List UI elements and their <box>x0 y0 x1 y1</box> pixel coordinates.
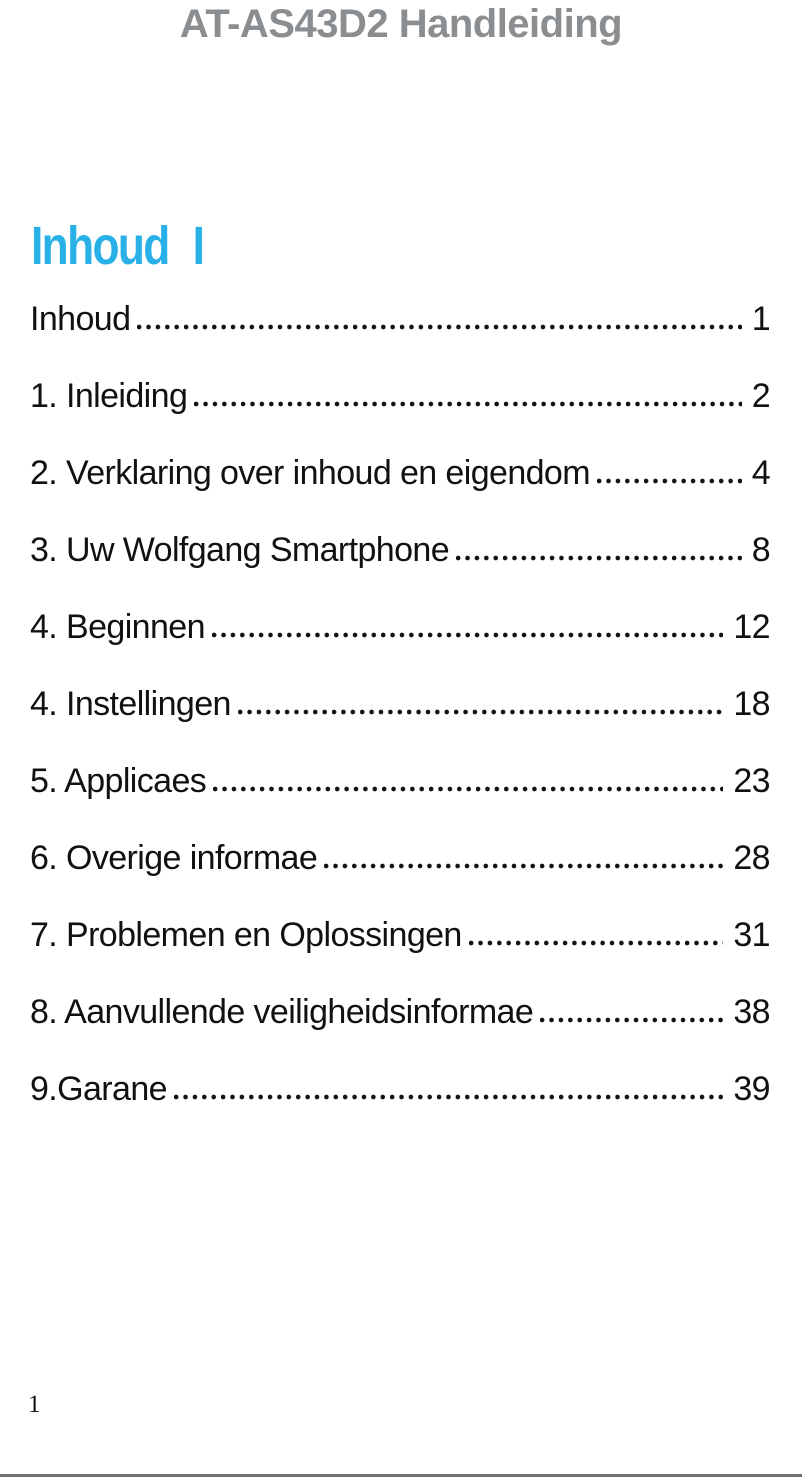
toc-entry-label: 4. Instellingen <box>30 685 231 723</box>
toc-entry-label: 7. Problemen en Oplossingen <box>30 916 462 954</box>
toc-entry-page: 2 <box>751 377 771 415</box>
toc-leader-dots <box>213 786 724 792</box>
toc-entry[interactable]: Inhoud 1 <box>30 281 771 358</box>
toc-leader-dots <box>456 555 742 561</box>
page-bottom-rule <box>0 1474 802 1477</box>
document-header-title: AT-AS43D2 Handleiding <box>179 2 623 46</box>
toc-entry-page: 38 <box>733 993 770 1031</box>
toc-entry[interactable]: 2. Verklaring over inhoud en eigendom 4 <box>30 435 771 512</box>
toc-leader-dots <box>194 401 742 407</box>
toc-entry[interactable]: 5. Applicaes 23 <box>30 743 771 820</box>
toc-entry-label: 4. Beginnen <box>30 608 205 646</box>
toc-entry-page: 23 <box>733 762 770 800</box>
toc-entry-label: 5. Applicaes <box>30 762 207 800</box>
toc-entry[interactable]: 1. Inleiding 2 <box>30 358 771 435</box>
toc-entry[interactable]: 4. Beginnen 12 <box>30 589 771 666</box>
toc-entry-label: 1. Inleiding <box>30 377 188 415</box>
toc-leader-dots <box>137 324 742 330</box>
toc-heading: Inhoud I <box>31 216 205 276</box>
footer-page-number: 1 <box>28 1391 41 1418</box>
toc-leader-dots <box>324 863 724 869</box>
toc-entry[interactable]: 6. Overige informae 28 <box>30 820 771 897</box>
toc-entry-label: 3. Uw Wolfgang Smartphone <box>30 531 450 569</box>
toc-entry-page: 28 <box>733 839 770 877</box>
toc-entry-label: 9.Garane <box>30 1070 168 1108</box>
toc-entry-page: 39 <box>733 1070 770 1108</box>
toc-entry[interactable]: 9.Garane 39 <box>30 1051 771 1128</box>
toc-leader-dots <box>540 1017 724 1023</box>
toc-entry-page: 4 <box>751 454 771 492</box>
toc-leader-dots <box>468 940 724 946</box>
toc-leader-dots <box>237 709 724 715</box>
toc-entry-label: 6. Overige informae <box>30 839 318 877</box>
toc-entry-page: 31 <box>733 916 770 954</box>
toc-entry[interactable]: 4. Instellingen 18 <box>30 666 771 743</box>
toc-entry-label: 8. Aanvullende veiligheidsinformae <box>30 993 534 1031</box>
toc-entry[interactable]: 3. Uw Wolfgang Smartphone 8 <box>30 512 771 589</box>
toc-entry[interactable]: 7. Problemen en Oplossingen 31 <box>30 897 771 974</box>
toc-leader-dots <box>596 478 742 484</box>
toc-entry-label: Inhoud <box>30 300 131 338</box>
toc-entry-page: 8 <box>751 531 771 569</box>
toc-entry-label: 2. Verklaring over inhoud en eigendom <box>30 454 591 492</box>
toc-leader-dots <box>173 1094 724 1100</box>
toc-leader-dots <box>211 632 724 638</box>
toc-entry-page: 12 <box>733 608 770 646</box>
toc-entry[interactable]: 8. Aanvullende veiligheidsinformae 38 <box>30 974 771 1051</box>
toc-list: Inhoud 1 1. Inleiding 2 2. Verklaring over i… <box>30 281 771 1128</box>
toc-entry-page: 18 <box>733 685 770 723</box>
toc-entry-page: 1 <box>751 300 771 338</box>
